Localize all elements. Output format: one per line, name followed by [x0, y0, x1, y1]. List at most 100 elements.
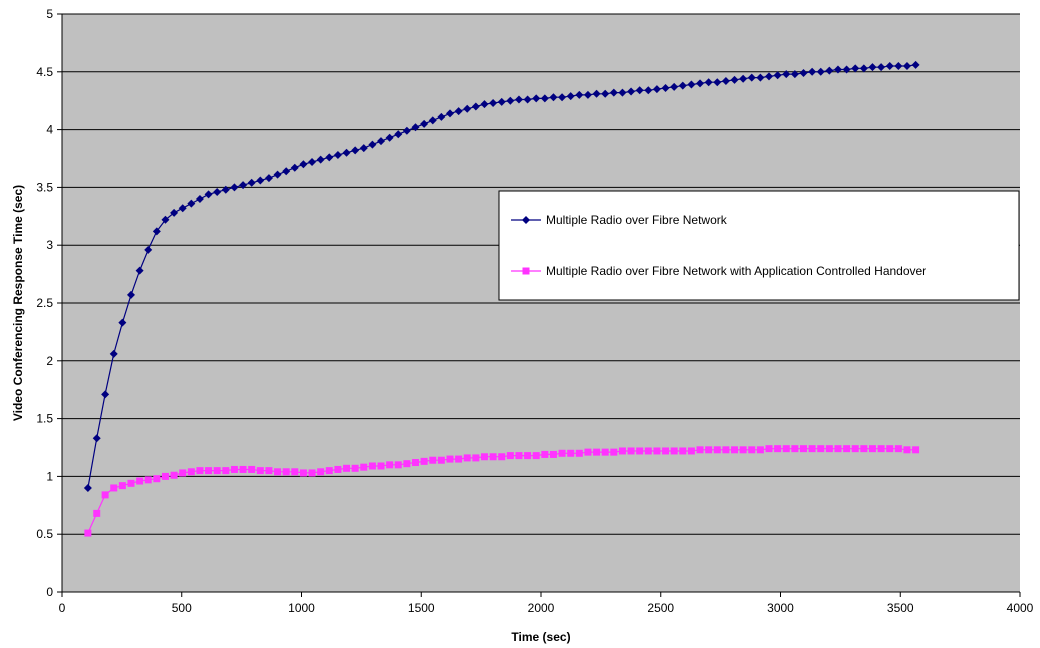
x-tick-label-0: 0: [59, 601, 66, 615]
x-axis-ticks: 0 500 1000 1500 2000 2500 3000 3500 4000: [59, 592, 1034, 615]
series-1-point-13: [195, 194, 204, 203]
series-1-point-84: [808, 67, 817, 76]
series-1-point-73: [713, 78, 722, 87]
series-2-point-19: [248, 465, 256, 473]
series-2-point-4: [118, 482, 126, 490]
series-2-point-34: [377, 462, 385, 470]
series-1-point-23: [282, 167, 291, 176]
series-2-point-6: [136, 477, 144, 485]
series-1-point-38: [411, 123, 420, 132]
series-1-point-25: [299, 160, 308, 169]
series-2-point-27: [317, 468, 325, 476]
series-2-point-20: [256, 467, 264, 475]
series-1-point-47: [489, 99, 498, 108]
series-1-point-64: [635, 86, 644, 95]
series-1-point-87: [833, 65, 842, 74]
series-1-point-16: [221, 185, 230, 194]
series-1-point-51: [523, 95, 532, 104]
series-1-point-37: [402, 126, 411, 135]
series-1-point-92: [877, 63, 886, 72]
series-1-point-50: [514, 95, 523, 104]
series-1-point-17: [230, 183, 239, 192]
series-1-point-24: [290, 163, 299, 172]
y-axis-ticks: 0 0.5 1 1.5 2 2.5 3 3.5 4 4.5 5: [36, 7, 62, 599]
series-1-point-11: [178, 204, 187, 213]
series-1-point-79: [765, 72, 774, 81]
series-1-point-44: [463, 104, 472, 113]
series-2-point-95: [903, 446, 911, 454]
series-1-point-46: [480, 100, 489, 109]
y-tick-label-7: 3.5: [36, 180, 53, 194]
series-2-point-96: [912, 446, 920, 454]
series-1-point-85: [816, 67, 825, 76]
series-1: [83, 60, 920, 492]
series-2-point-31: [351, 464, 359, 472]
y-tick-label-6: 3: [46, 238, 53, 252]
series-1-point-27: [316, 155, 325, 164]
legend-label-2: Multiple Radio over Fibre Network with A…: [546, 264, 926, 278]
series-2-point-40: [429, 456, 437, 464]
series-1-point-3: [109, 349, 118, 358]
series-2-point-73: [713, 446, 721, 454]
series-2-point-13: [196, 467, 204, 475]
series-1-point-56: [566, 92, 575, 101]
series-1-point-33: [368, 140, 377, 149]
series-1-point-68: [670, 82, 679, 91]
series-1-point-43: [454, 107, 463, 116]
series-2-point-5: [127, 479, 135, 487]
series-1-point-52: [532, 94, 541, 103]
series-2-point-74: [722, 446, 730, 454]
series-1-point-28: [325, 153, 334, 162]
series-1-point-80: [773, 71, 782, 80]
series-1-point-40: [428, 116, 437, 125]
x-tick-label-5: 2500: [647, 601, 674, 615]
series-1-point-95: [902, 62, 911, 71]
series-1-point-93: [885, 62, 894, 71]
series-layer: [83, 60, 920, 537]
series-2-point-93: [886, 445, 894, 453]
series-1-point-71: [696, 79, 705, 88]
series-2-point-68: [670, 447, 678, 455]
series-2-point-8: [153, 475, 161, 483]
series-2-point-52: [532, 452, 540, 460]
legend-item-2: Multiple Radio over Fibre Network with A…: [511, 264, 926, 278]
series-1-point-36: [394, 130, 403, 139]
series-2-point-41: [437, 456, 445, 464]
legend-item-1: Multiple Radio over Fibre Network: [511, 213, 728, 227]
series-1-point-77: [747, 73, 756, 82]
series-1-point-94: [894, 62, 903, 71]
series-1-point-49: [506, 96, 515, 105]
series-1-point-78: [756, 73, 765, 82]
series-2-point-1: [93, 509, 101, 517]
y-axis-title: Video Conferencing Response Time (sec): [11, 185, 25, 421]
series-1-point-86: [825, 66, 834, 75]
series-2-point-12: [187, 468, 195, 476]
series-2-point-58: [584, 448, 592, 456]
series-2-point-78: [756, 446, 764, 454]
series-2-point-88: [843, 445, 851, 453]
series-1-point-41: [437, 112, 446, 121]
series-1-point-10: [170, 208, 179, 217]
series-1-point-83: [799, 68, 808, 77]
series-2-point-54: [549, 450, 557, 458]
series-1-point-4: [118, 318, 127, 327]
series-1-point-19: [247, 178, 256, 187]
series-2-point-0: [84, 529, 92, 537]
series-1-point-45: [471, 102, 480, 111]
series-2-point-75: [731, 446, 739, 454]
series-1-point-14: [204, 190, 213, 199]
series-2-point-60: [601, 448, 609, 456]
x-tick-label-4: 2000: [528, 601, 555, 615]
series-2-point-7: [144, 476, 152, 484]
series-2-point-64: [636, 447, 644, 455]
series-2-point-76: [739, 446, 747, 454]
series-1-point-89: [851, 64, 860, 73]
series-1-point-20: [256, 176, 265, 185]
series-1-point-70: [687, 80, 696, 89]
y-tick-label-4: 2: [46, 354, 53, 368]
series-2-point-30: [343, 464, 351, 472]
series-2-point-70: [687, 447, 695, 455]
series-1-point-96: [911, 60, 920, 69]
series-1-point-31: [351, 146, 360, 155]
